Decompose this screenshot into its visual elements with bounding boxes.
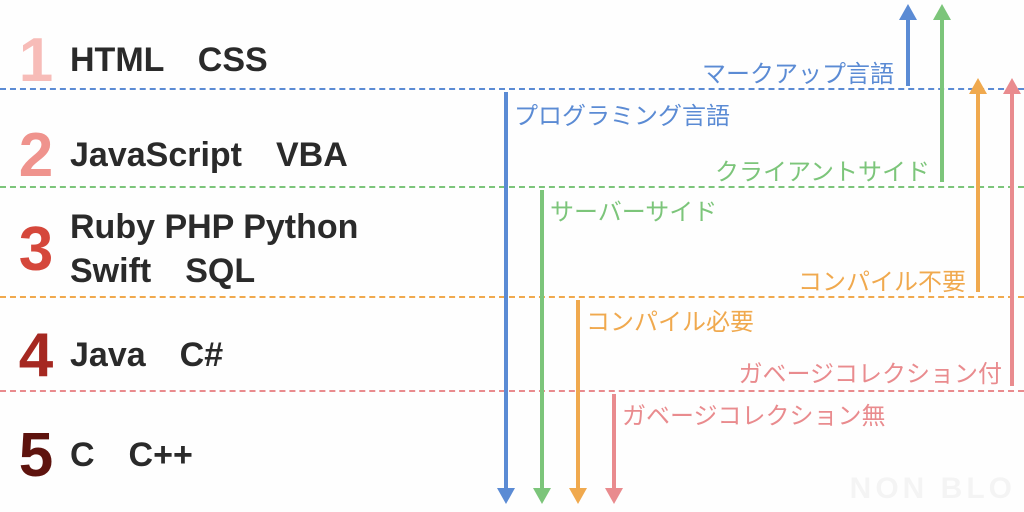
divider-4 (0, 390, 1024, 392)
arrow-down-compile (576, 300, 580, 490)
row-3-langs: Ruby PHP Python Swift SQL (70, 205, 358, 293)
label-gc: ガベージコレクション付 (738, 354, 1002, 389)
row-2-number: 2 (0, 120, 70, 191)
arrow-up-gc (1010, 92, 1014, 386)
arrow-up-nocompile (976, 92, 980, 292)
row-1-number: 1 (0, 25, 70, 96)
row-1-langs: HTML CSS (70, 38, 268, 82)
label-nogc: ガベージコレクション無 (622, 396, 886, 431)
arrow-down-server (540, 190, 544, 490)
arrow-down-nogc (612, 394, 616, 490)
label-nocompile: コンパイル不要 (798, 262, 966, 297)
row-4-langs: Java C# (70, 333, 223, 377)
label-markup: マークアップ言語 (702, 54, 894, 89)
row-5-number: 5 (0, 420, 70, 491)
row-2-langs: JavaScript VBA (70, 133, 348, 177)
arrow-up-client (940, 18, 944, 182)
label-compile: コンパイル必要 (586, 302, 754, 337)
label-server: サーバーサイド (550, 192, 717, 227)
row-5-langs: C C++ (70, 433, 193, 477)
row-3-number: 3 (0, 214, 70, 285)
watermark: NON BLO (850, 472, 1016, 506)
arrow-down-proglang (504, 92, 508, 490)
row-4-number: 4 (0, 320, 70, 391)
label-proglang: プログラミング言語 (514, 96, 730, 131)
label-client: クライアントサイド (715, 152, 930, 187)
arrow-up-markup (906, 18, 910, 86)
